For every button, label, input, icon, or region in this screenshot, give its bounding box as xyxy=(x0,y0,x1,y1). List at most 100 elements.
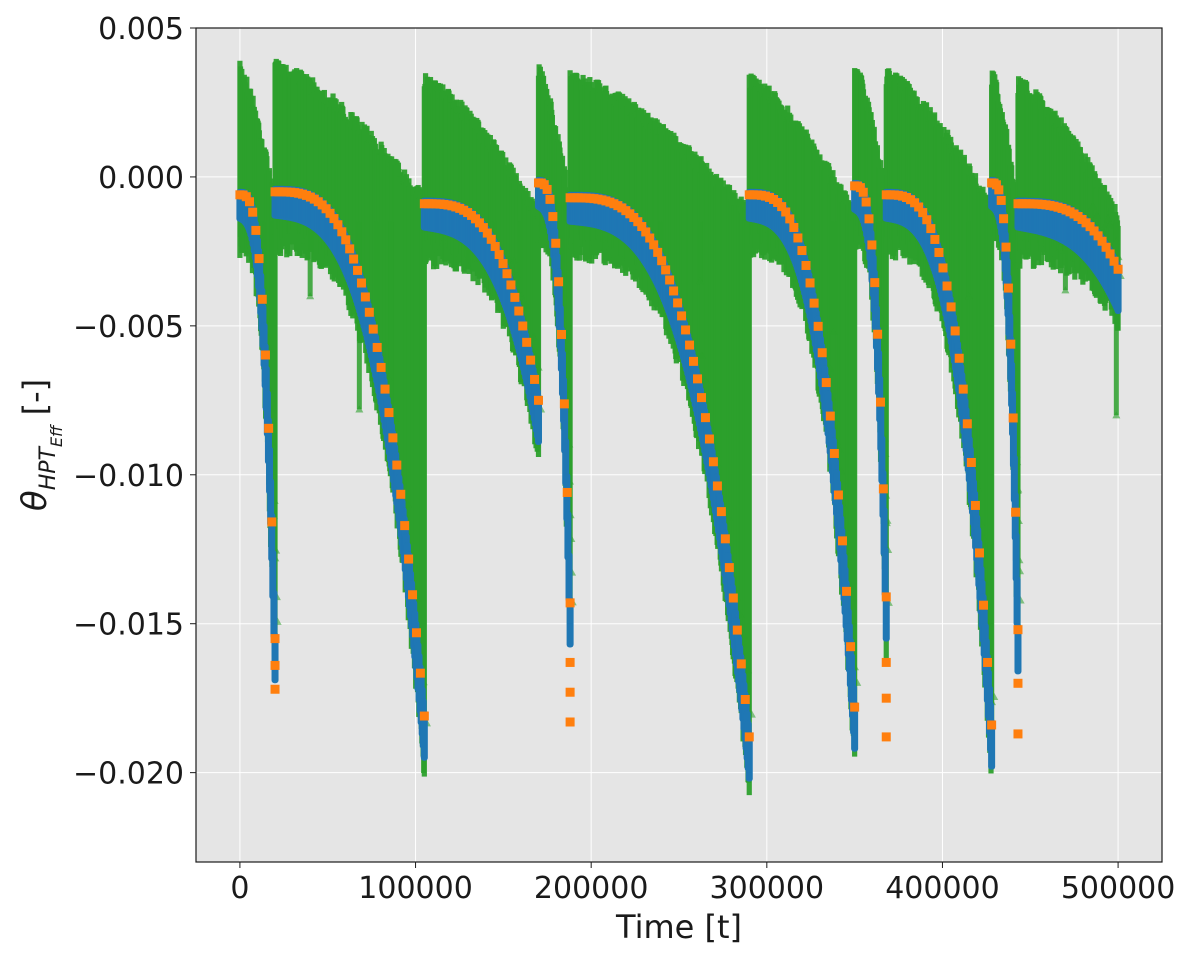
y-tick-label: −0.005 xyxy=(73,310,184,345)
green-point xyxy=(381,340,390,348)
blue-band-mark xyxy=(851,701,859,752)
orange-point xyxy=(789,222,799,232)
orange-point xyxy=(502,269,512,279)
orange-point xyxy=(873,329,883,339)
orange-point xyxy=(267,517,277,527)
green-point xyxy=(529,332,538,341)
green-band-mark xyxy=(567,206,573,640)
orange-point xyxy=(728,593,738,603)
green-point xyxy=(964,292,973,300)
green-point xyxy=(701,376,710,384)
green-point xyxy=(697,351,706,359)
blue-band-mark xyxy=(534,394,542,445)
orange-point xyxy=(983,657,993,667)
blue-band-mark xyxy=(1010,454,1018,503)
orange-point xyxy=(565,657,575,667)
x-tick-label: 500000 xyxy=(1061,871,1176,906)
orange-point xyxy=(685,340,695,350)
orange-point xyxy=(696,393,706,403)
orange-point xyxy=(396,489,406,499)
green-band-mark xyxy=(883,194,889,659)
green-point xyxy=(744,666,753,674)
green-band-mark xyxy=(746,217,752,796)
green-point xyxy=(464,262,473,270)
green-spike xyxy=(518,221,524,297)
orange-point xyxy=(881,592,891,602)
orange-point xyxy=(867,240,877,250)
orange-point xyxy=(966,457,976,467)
green-point xyxy=(1093,211,1102,219)
orange-point xyxy=(673,298,683,308)
orange-point xyxy=(514,306,524,316)
x-tick-label: 400000 xyxy=(885,871,1000,906)
orange-point xyxy=(565,598,575,608)
orange-point xyxy=(876,397,886,407)
orange-point xyxy=(837,536,847,546)
orange-point xyxy=(1006,339,1016,349)
green-spike xyxy=(261,221,267,320)
orange-point xyxy=(781,207,791,217)
green-spike xyxy=(388,221,394,451)
orange-point xyxy=(974,548,984,558)
orange-point xyxy=(364,307,374,317)
orange-point xyxy=(270,660,280,670)
orange-point xyxy=(740,694,750,704)
orange-point xyxy=(704,434,714,444)
orange-point xyxy=(526,355,536,365)
orange-point xyxy=(946,302,956,312)
series-green xyxy=(237,58,1125,796)
orange-point xyxy=(805,278,815,288)
blue-band-mark xyxy=(1114,263,1122,314)
y-tick-label: −0.015 xyxy=(73,608,184,643)
green-point xyxy=(740,631,749,639)
green-spike xyxy=(1113,221,1119,416)
orange-point xyxy=(1101,242,1111,252)
orange-point xyxy=(542,184,552,194)
green-spike xyxy=(374,221,380,392)
orange-point xyxy=(257,294,267,304)
orange-point xyxy=(337,227,347,237)
orange-point xyxy=(372,342,382,352)
green-band-mark xyxy=(535,218,542,457)
orange-point xyxy=(954,353,964,363)
blue-band-mark xyxy=(565,552,573,603)
orange-point xyxy=(244,197,254,207)
orange-point xyxy=(388,433,398,443)
green-spike xyxy=(658,221,664,267)
blue-band-mark xyxy=(564,511,572,561)
orange-point xyxy=(649,240,659,250)
orange-point xyxy=(556,329,566,339)
orange-point xyxy=(724,563,734,573)
orange-point xyxy=(260,350,270,360)
orange-point xyxy=(376,362,386,372)
blue-band-mark xyxy=(882,590,890,642)
axis-ticks: 0 100000 200000 300000 400000 500000 0.005 0.00… xyxy=(73,12,1175,906)
orange-point xyxy=(325,208,335,218)
orange-point xyxy=(270,684,280,694)
green-point xyxy=(1103,214,1112,222)
orange-point xyxy=(999,214,1009,224)
blue-band-mark xyxy=(881,547,889,598)
orange-point xyxy=(482,228,492,238)
orange-point xyxy=(833,490,843,500)
blue-band-mark xyxy=(420,710,428,761)
orange-point xyxy=(562,487,572,497)
orange-point xyxy=(1089,226,1099,236)
orange-point xyxy=(400,521,410,531)
green-point xyxy=(512,271,521,279)
orange-point xyxy=(241,192,251,202)
green-spike xyxy=(307,221,313,297)
blue-band-mark xyxy=(880,506,888,557)
orange-point xyxy=(353,265,363,275)
orange-point xyxy=(693,374,703,384)
orange-point xyxy=(681,325,691,335)
orange-point xyxy=(665,275,675,285)
orange-point xyxy=(392,460,402,470)
blue-band-mark xyxy=(1014,623,1022,675)
orange-point xyxy=(881,693,891,703)
x-tick-label: 0 xyxy=(230,871,249,906)
orange-point xyxy=(962,419,972,429)
orange-point xyxy=(1105,249,1115,259)
x-tick-label: 300000 xyxy=(710,871,825,906)
green-point xyxy=(510,256,519,264)
